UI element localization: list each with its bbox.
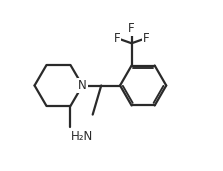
Text: N: N bbox=[78, 79, 87, 92]
Text: F: F bbox=[114, 32, 120, 45]
Text: F: F bbox=[143, 32, 149, 45]
Text: F: F bbox=[128, 22, 135, 35]
Text: H₂N: H₂N bbox=[71, 130, 94, 143]
